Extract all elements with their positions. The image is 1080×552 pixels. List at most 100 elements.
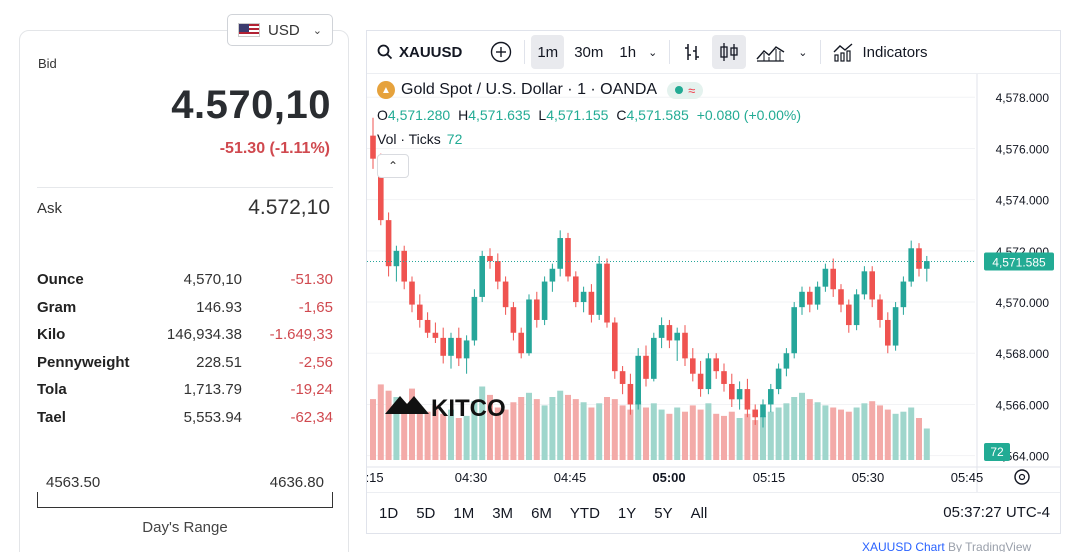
collapse-legend-button[interactable]: ⌃ bbox=[377, 154, 409, 178]
bid-change: -51.30 (-1.11%) bbox=[219, 140, 330, 157]
volume-bar bbox=[604, 397, 610, 460]
volume-bar bbox=[775, 407, 782, 460]
volume-bar bbox=[643, 407, 649, 460]
range-1m[interactable]: 1M bbox=[453, 505, 475, 522]
day-range-low: 4563.50 bbox=[46, 474, 101, 491]
day-range-bar bbox=[37, 492, 333, 508]
volume-bar bbox=[650, 403, 657, 460]
compare-button[interactable] bbox=[484, 35, 518, 69]
currency-select[interactable]: USD ⌄ bbox=[227, 14, 333, 46]
area-style-button[interactable] bbox=[750, 35, 792, 69]
volume-bar bbox=[494, 407, 501, 460]
tradingview-credit[interactable]: XAUUSD Chart By TradingView bbox=[862, 540, 1031, 552]
candle-body bbox=[666, 325, 673, 341]
candle-body bbox=[760, 404, 766, 418]
candle-body bbox=[424, 319, 431, 333]
range-5d[interactable]: 5D bbox=[416, 505, 436, 522]
range-ytd[interactable]: YTD bbox=[569, 505, 600, 522]
range-all[interactable]: All bbox=[690, 505, 708, 522]
volume-bar bbox=[424, 411, 431, 460]
last-price-tag bbox=[984, 252, 1054, 271]
candle-body bbox=[471, 296, 478, 341]
y-tick-label: 4,574.000 bbox=[996, 194, 1050, 208]
area-chart-icon bbox=[756, 46, 785, 62]
range-6m[interactable]: 6M bbox=[531, 505, 552, 522]
search-icon bbox=[377, 44, 393, 60]
bar-style-button[interactable] bbox=[676, 35, 708, 69]
x-tick-label: 04:45 bbox=[554, 470, 587, 485]
symbol-search[interactable]: XAUUSD bbox=[371, 35, 468, 69]
volume-bar bbox=[393, 397, 400, 460]
candle-body bbox=[822, 268, 829, 287]
interval-dropdown[interactable]: ⌄ bbox=[642, 35, 663, 69]
credit-symbol: XAUUSD Chart bbox=[862, 540, 945, 552]
us-flag-icon bbox=[238, 23, 260, 37]
volume-bar bbox=[892, 413, 899, 460]
volume-bar bbox=[385, 390, 392, 460]
range-3m[interactable]: 3M bbox=[492, 505, 514, 522]
volume-bar bbox=[884, 409, 891, 460]
open-value: 4,571.280 bbox=[387, 107, 451, 123]
last-volume-label: 72 bbox=[990, 445, 1004, 459]
volume-bar bbox=[502, 409, 509, 460]
candle-body bbox=[440, 337, 446, 356]
chart-clock[interactable]: 05:37:27 UTC-4 bbox=[943, 504, 1050, 521]
candle-body bbox=[877, 299, 883, 320]
unit-change: -62,34 bbox=[290, 408, 333, 426]
candle-body bbox=[385, 220, 392, 267]
volume-bar bbox=[479, 386, 486, 460]
interval-1h[interactable]: 1h bbox=[619, 43, 637, 61]
candle-body bbox=[557, 238, 563, 269]
volume-bar bbox=[471, 401, 478, 460]
price-chart[interactable]: 4,578.0004,576.0004,574.0004,572.0004,57… bbox=[367, 74, 1060, 492]
range-1y[interactable]: 1Y bbox=[617, 505, 637, 522]
candle-body bbox=[573, 276, 579, 303]
last-price-label: 4,571.585 bbox=[992, 255, 1046, 269]
candle-body bbox=[799, 291, 805, 308]
candle-body bbox=[612, 322, 618, 372]
low-value: 4,571.155 bbox=[546, 107, 609, 123]
chart-type-dropdown[interactable]: ⌄ bbox=[792, 35, 813, 69]
candle-body bbox=[861, 271, 868, 295]
volume-bar bbox=[822, 405, 829, 460]
interval-1m[interactable]: 1m bbox=[531, 35, 565, 69]
volume-bar bbox=[845, 411, 852, 460]
candle-body bbox=[409, 281, 415, 305]
x-tick-label: 05:00 bbox=[652, 470, 685, 485]
range-1d[interactable]: 1D bbox=[379, 505, 399, 522]
y-tick-label: 4,568.000 bbox=[996, 347, 1050, 361]
volume-bar bbox=[783, 403, 790, 460]
close-value: 4,571.585 bbox=[626, 107, 689, 123]
interval-30m[interactable]: 30m bbox=[574, 43, 604, 61]
candle-body bbox=[518, 332, 524, 354]
unit-price: 4,570,10 bbox=[183, 271, 242, 289]
volume-bar bbox=[619, 405, 626, 460]
volume-bar bbox=[806, 399, 813, 460]
candle-body bbox=[604, 263, 610, 323]
unit-name: Kilo bbox=[37, 326, 66, 344]
kitco-wordmark: KITCO bbox=[431, 395, 506, 422]
volume-bar bbox=[674, 407, 681, 460]
candle-body bbox=[900, 281, 907, 308]
market-status-badge[interactable]: ≈ bbox=[667, 81, 704, 99]
volume-bar bbox=[682, 411, 688, 460]
volume-label: Vol · Ticks bbox=[377, 131, 441, 147]
unit-price-table: Ounce 4,570,10 -51.30 Gram 146.93 -1,65 … bbox=[37, 266, 333, 431]
ohlc-values: O4,571.280 H4,571.635 L4,571.155 C4,571.… bbox=[377, 107, 801, 123]
candles-icon bbox=[720, 43, 738, 61]
volume-bar bbox=[588, 407, 595, 460]
range-selector: 1D 5D 1M 3M 6M YTD 1Y 5Y All bbox=[367, 492, 1060, 534]
candle-style-button[interactable] bbox=[712, 35, 747, 69]
volume-bar bbox=[900, 411, 907, 460]
unit-price: 228.51 bbox=[196, 353, 242, 371]
candle-body bbox=[721, 371, 727, 384]
volume-bar bbox=[697, 409, 704, 460]
range-5y[interactable]: 5Y bbox=[654, 505, 673, 522]
candle-body bbox=[736, 389, 743, 400]
candle-body bbox=[869, 271, 875, 300]
volume-bar bbox=[549, 397, 556, 460]
unit-change: -51.30 bbox=[290, 271, 333, 289]
candle-body bbox=[627, 383, 634, 405]
candle-body bbox=[401, 250, 407, 282]
indicators-button[interactable]: Indicators bbox=[827, 35, 934, 69]
